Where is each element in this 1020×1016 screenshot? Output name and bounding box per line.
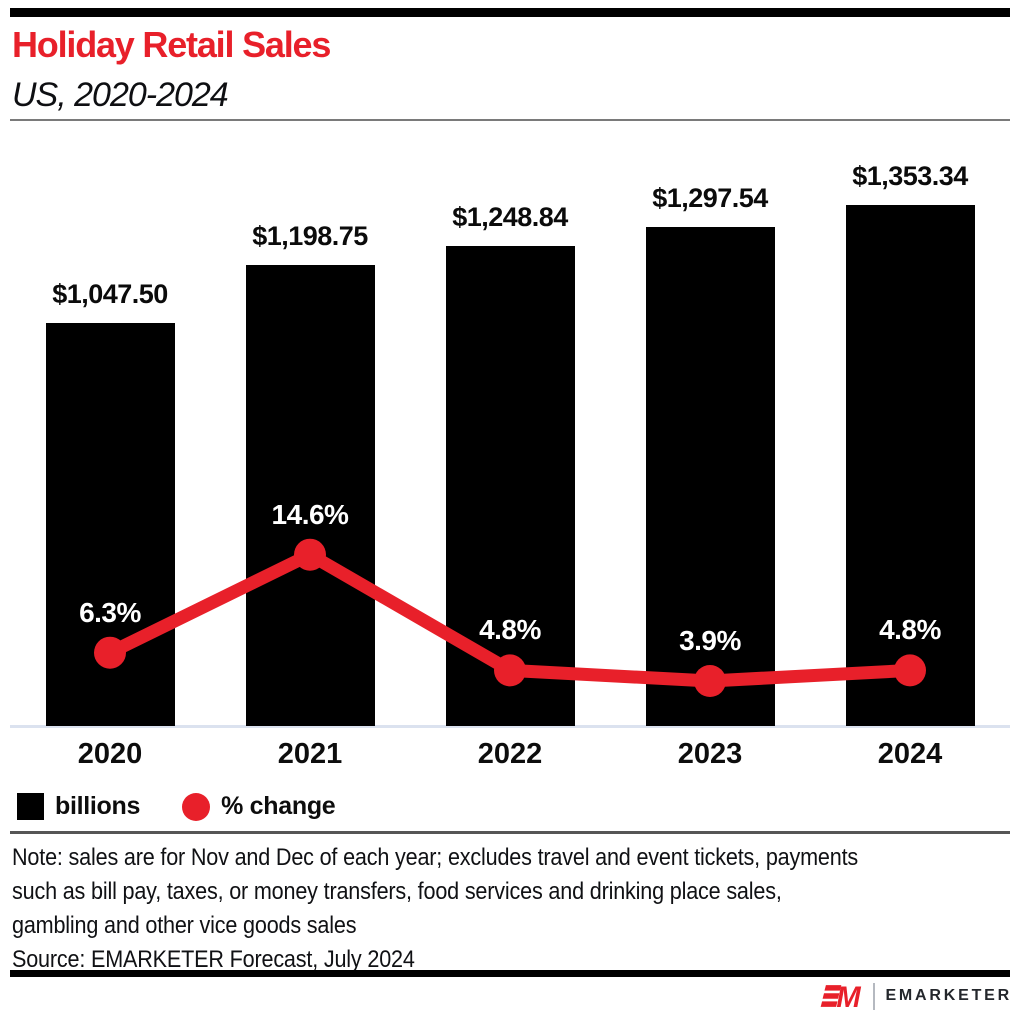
bar-swatch-icon — [17, 793, 44, 820]
pct-change-label-2020: 6.3% — [79, 597, 141, 628]
x-axis-line — [10, 725, 1010, 728]
x-axis-label-2022: 2022 — [477, 738, 543, 770]
bar-value-label-2024: $1,353.34 — [852, 161, 968, 191]
bar-2021 — [245, 265, 375, 726]
brand-logo: M EMARKETER — [818, 980, 1012, 1012]
pct-change-marker-2022 — [494, 654, 526, 687]
legend-label-pct-change: % change — [221, 792, 336, 820]
bar-value-label-2022: $1,248.84 — [452, 202, 568, 232]
x-axis-label-2023: 2023 — [677, 738, 743, 770]
pct-change-label-2023: 3.9% — [679, 625, 741, 656]
x-axis-label-2024: 2024 — [877, 738, 943, 770]
legend: billions % change — [17, 792, 336, 821]
pct-change-label-2024: 4.8% — [879, 614, 941, 645]
logo-divider — [873, 982, 876, 1010]
header-divider — [10, 119, 1010, 121]
bar-2023 — [645, 227, 775, 726]
line-swatch-icon — [182, 792, 211, 821]
note-line-2: such as bill pay, taxes, or money transf… — [12, 878, 782, 905]
pct-change-marker-2023 — [694, 665, 726, 697]
note-line-3: gambling and other vice goods sales — [12, 912, 357, 939]
chart-subtitle: US, 2020-2024 — [12, 76, 229, 114]
bar-value-label-2020: $1,047.50 — [52, 279, 168, 309]
pct-change-marker-2020 — [94, 636, 126, 669]
pct-change-label-2021: 14.6% — [271, 499, 349, 530]
bar-value-label-2021: $1,198.75 — [252, 221, 368, 251]
chart-title: Holiday Retail Sales — [12, 24, 331, 65]
legend-label-billions: billions — [55, 792, 141, 820]
pct-change-marker-2024 — [894, 654, 926, 687]
x-axis-label-2021: 2021 — [277, 738, 343, 770]
note-line-1: Note: sales are for Nov and Dec of each … — [12, 844, 859, 871]
chart-source: Source: EMARKETER Forecast, July 2024 — [12, 946, 415, 973]
svg-text:M: M — [837, 982, 862, 1011]
bar-2024 — [845, 205, 975, 726]
footer-divider — [10, 831, 1010, 834]
bar-value-label-2023: $1,297.54 — [652, 183, 768, 213]
legend-item-billions: billions — [17, 792, 140, 821]
pct-change-marker-2021 — [294, 538, 326, 571]
pct-change-label-2022: 4.8% — [479, 614, 541, 645]
emarketer-mark-icon: M — [821, 982, 862, 1011]
x-axis-label-2020: 2020 — [77, 738, 143, 770]
legend-item-pct-change: % change — [182, 792, 336, 821]
chart-note: Note: sales are for Nov and Dec of each … — [12, 841, 1020, 943]
brand-name: EMARKETER — [885, 987, 1012, 1004]
top-rule — [10, 8, 1010, 17]
bottom-rule — [10, 970, 1010, 977]
